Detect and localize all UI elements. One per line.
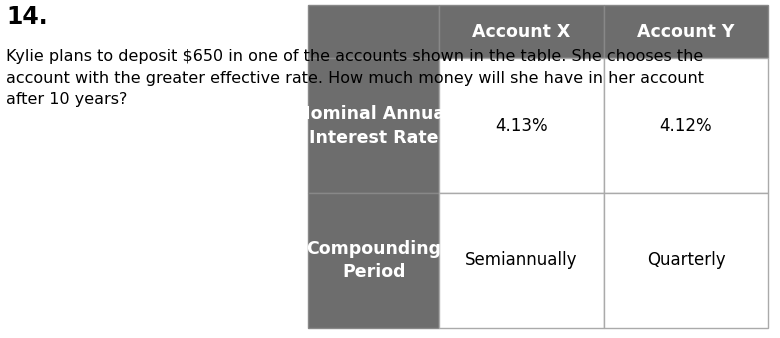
FancyBboxPatch shape — [308, 5, 439, 58]
FancyBboxPatch shape — [308, 58, 439, 193]
Text: Kylie plans to deposit $650 in one of the accounts shown in the table. She choos: Kylie plans to deposit $650 in one of th… — [6, 49, 704, 107]
FancyBboxPatch shape — [439, 58, 604, 193]
FancyBboxPatch shape — [604, 5, 768, 58]
Text: Account Y: Account Y — [637, 23, 735, 41]
Text: 14.: 14. — [6, 5, 48, 29]
FancyBboxPatch shape — [439, 193, 604, 328]
FancyBboxPatch shape — [308, 193, 439, 328]
Text: Compounding
Period: Compounding Period — [307, 240, 441, 281]
FancyBboxPatch shape — [604, 193, 768, 328]
FancyBboxPatch shape — [439, 5, 604, 58]
Text: 4.13%: 4.13% — [495, 117, 548, 135]
Text: Nominal Annual
Interest Rate: Nominal Annual Interest Rate — [296, 105, 452, 146]
Text: Semiannually: Semiannually — [465, 251, 578, 269]
Text: Quarterly: Quarterly — [647, 251, 725, 269]
Text: 4.12%: 4.12% — [660, 117, 712, 135]
FancyBboxPatch shape — [604, 58, 768, 193]
Text: Account X: Account X — [473, 23, 571, 41]
